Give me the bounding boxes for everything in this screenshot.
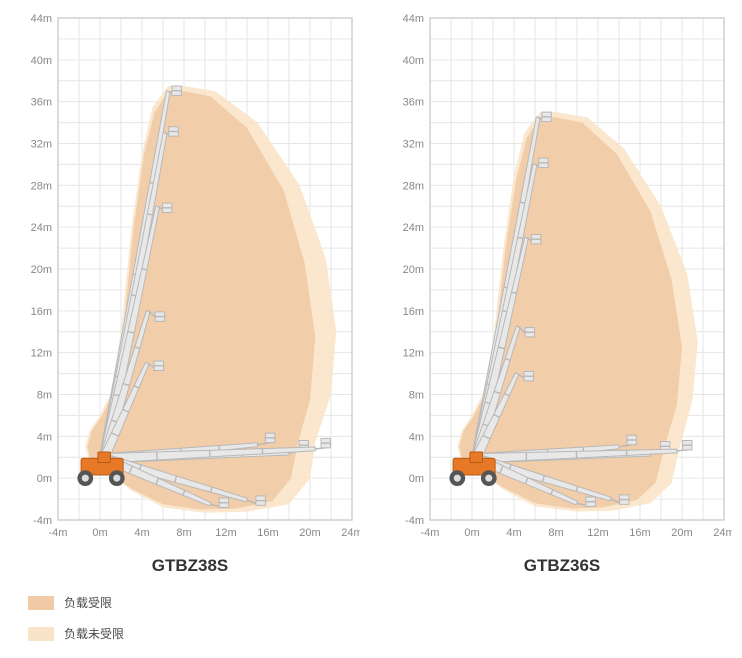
svg-text:20m: 20m <box>671 527 692 539</box>
legend: 负载受限 负载未受限 <box>10 594 732 642</box>
svg-text:24m: 24m <box>31 222 52 234</box>
svg-text:24m: 24m <box>713 527 732 539</box>
svg-text:20m: 20m <box>31 264 52 276</box>
svg-text:4m: 4m <box>37 431 52 443</box>
svg-text:12m: 12m <box>31 348 52 360</box>
svg-text:16m: 16m <box>629 527 650 539</box>
svg-text:40m: 40m <box>31 55 52 67</box>
svg-text:8m: 8m <box>37 390 52 402</box>
svg-text:32m: 32m <box>403 139 424 151</box>
svg-text:8m: 8m <box>409 390 424 402</box>
svg-text:8m: 8m <box>548 527 563 539</box>
svg-text:28m: 28m <box>403 180 424 192</box>
svg-text:0m: 0m <box>409 473 424 485</box>
chart-title-gtbz36s: GTBZ36S <box>524 556 601 576</box>
chart-title-gtbz38s: GTBZ38S <box>152 556 229 576</box>
svg-text:20m: 20m <box>403 264 424 276</box>
chart-svg-gtbz38s: -4m 0m 4m 8m 12m 16m 20m 24m 28m 32m 36m 40m 44m -4m 0… <box>20 10 360 550</box>
svg-text:0m: 0m <box>92 527 107 539</box>
chart-svg-gtbz36s: -4m 0m 4m 8m 12m 16m 20m 24m 28m 32m 36m 40m 44m -4m 0… <box>392 10 732 550</box>
svg-text:12m: 12m <box>215 527 236 539</box>
svg-text:16m: 16m <box>31 306 52 318</box>
svg-text:20m: 20m <box>299 527 320 539</box>
svg-text:16m: 16m <box>403 306 424 318</box>
svg-text:28m: 28m <box>31 180 52 192</box>
legend-label-limited: 负载受限 <box>64 594 112 611</box>
svg-text:32m: 32m <box>31 139 52 151</box>
svg-text:0m: 0m <box>37 473 52 485</box>
svg-text:16m: 16m <box>257 527 278 539</box>
svg-text:-4m: -4m <box>33 515 52 527</box>
svg-text:36m: 36m <box>403 97 424 109</box>
svg-text:12m: 12m <box>587 527 608 539</box>
legend-label-unlimited: 负载未受限 <box>64 625 124 642</box>
svg-text:4m: 4m <box>409 431 424 443</box>
svg-text:4m: 4m <box>134 527 149 539</box>
svg-text:4m: 4m <box>506 527 521 539</box>
svg-text:0m: 0m <box>464 527 479 539</box>
legend-swatch-limited <box>28 596 54 610</box>
svg-text:-4m: -4m <box>49 527 68 539</box>
legend-row-limited: 负载受限 <box>28 594 732 611</box>
svg-text:40m: 40m <box>403 55 424 67</box>
charts-row: -4m 0m 4m 8m 12m 16m 20m 24m 28m 32m 36m 40m 44m -4m 0… <box>10 10 732 576</box>
svg-text:-4m: -4m <box>421 527 440 539</box>
svg-text:36m: 36m <box>31 97 52 109</box>
svg-text:12m: 12m <box>403 348 424 360</box>
svg-text:44m: 44m <box>31 13 52 25</box>
svg-text:8m: 8m <box>176 527 191 539</box>
chart-gtbz36s: -4m 0m 4m 8m 12m 16m 20m 24m 28m 32m 36m 40m 44m -4m 0… <box>392 10 732 576</box>
svg-text:-4m: -4m <box>405 515 424 527</box>
svg-text:24m: 24m <box>341 527 360 539</box>
svg-text:44m: 44m <box>403 13 424 25</box>
svg-text:24m: 24m <box>403 222 424 234</box>
legend-row-unlimited: 负载未受限 <box>28 625 732 642</box>
chart-gtbz38s: -4m 0m 4m 8m 12m 16m 20m 24m 28m 32m 36m 40m 44m -4m 0… <box>20 10 360 576</box>
legend-swatch-unlimited <box>28 627 54 641</box>
